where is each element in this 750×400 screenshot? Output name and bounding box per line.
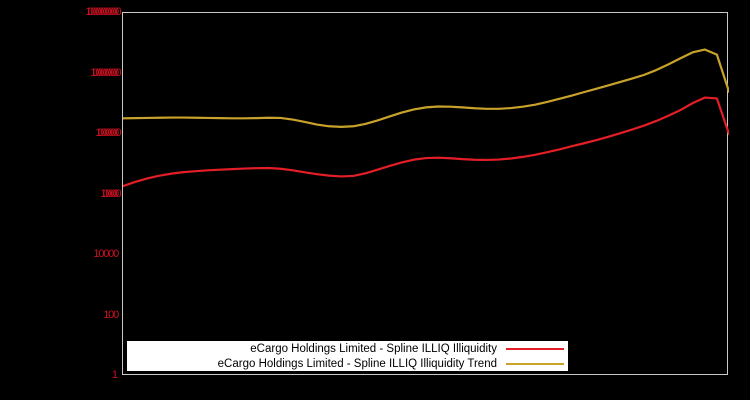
y-tick-label-6: 1	[111, 369, 118, 381]
y-tick-label-1: 10000000000	[90, 66, 121, 79]
legend-label-illiq-trend: eCargo Holdings Limited - Spline ILLIQ I…	[217, 357, 497, 370]
y-tick-label-0: 1000000000000	[85, 6, 121, 18]
series-line-illiq	[123, 96, 729, 188]
legend-swatch-illiq	[506, 347, 564, 350]
plot-area-frame	[122, 12, 729, 375]
series-line-illiq-trend	[123, 48, 729, 128]
legend-swatch-illiq-trend	[506, 362, 564, 365]
y-tick-label-4: 10000	[93, 248, 119, 260]
chart-legend: eCargo Holdings Limited - Spline ILLIQ I…	[127, 341, 568, 371]
y-tick-label-5: 100	[103, 308, 119, 321]
y-tick-label-3: 1000000	[100, 187, 121, 200]
legend-item-illiq-trend: eCargo Holdings Limited - Spline ILLIQ I…	[127, 356, 568, 371]
series-plot	[123, 48, 729, 188]
legend-label-illiq: eCargo Holdings Limited - Spline ILLIQ I…	[250, 342, 497, 355]
legend-item-illiq: eCargo Holdings Limited - Spline ILLIQ I…	[127, 341, 568, 356]
y-tick-label-2: 100000000	[95, 127, 121, 139]
